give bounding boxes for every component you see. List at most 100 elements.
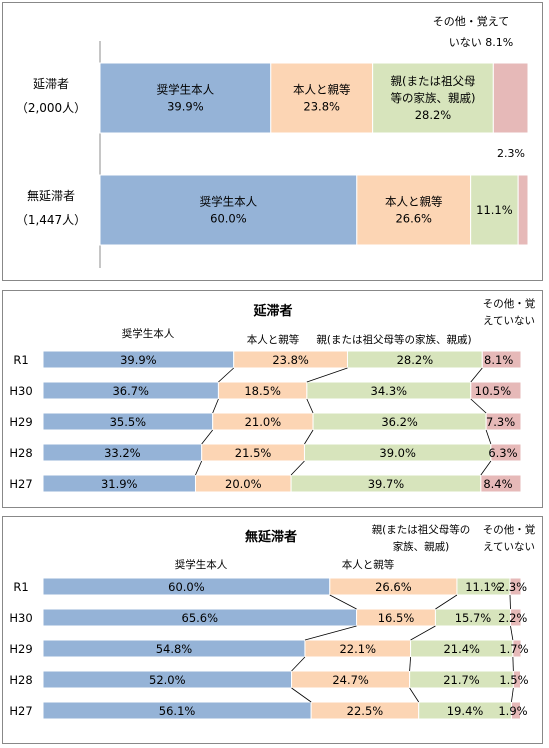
- other-value-label: 2.3%: [497, 147, 525, 160]
- bar-data-label: 11.1%: [476, 203, 513, 217]
- series-connector-line: [409, 656, 411, 672]
- category-count-label: （2,000人）: [16, 101, 86, 115]
- series-connector-line: [511, 687, 514, 703]
- year-label: H30: [9, 384, 32, 398]
- bar-segment-other: [517, 174, 529, 246]
- bar-data-label: 親(または祖父母: [390, 74, 475, 88]
- bar-data-label: 6.3%: [488, 446, 517, 460]
- bar-data-label: 11.1%: [465, 580, 502, 594]
- year-label: H28: [9, 673, 32, 687]
- series-label-other: えていない: [483, 541, 535, 553]
- bar-data-label: 1.5%: [499, 673, 528, 687]
- series-connector-line: [218, 367, 234, 383]
- bar-data-label: 本人と親等: [385, 195, 443, 209]
- bar-data-label: 21.7%: [443, 673, 480, 687]
- series-connector-line: [291, 687, 312, 703]
- bar-data-label: 1.9%: [498, 704, 527, 718]
- series-label-self: 奨学生本人: [122, 327, 175, 340]
- series-connector-line: [470, 398, 487, 414]
- other-label: いない 8.1%: [449, 36, 513, 49]
- series-connector-line: [470, 367, 483, 383]
- bar-data-label: 16.5%: [378, 611, 415, 625]
- series-connector-line: [201, 429, 214, 445]
- bar-data-label: 18.5%: [244, 384, 281, 398]
- bar-segment-other: [512, 639, 522, 658]
- bar-data-label: 23.8%: [272, 353, 309, 367]
- year-label: H28: [9, 446, 32, 460]
- bar-segment-other: [481, 350, 522, 369]
- series-connector-line: [306, 367, 348, 383]
- bar-segment-other: [509, 577, 522, 596]
- bar-data-label: 8.4%: [483, 477, 512, 491]
- series-connector-line: [212, 398, 219, 414]
- bar-data-label: 22.5%: [347, 704, 384, 718]
- series-connector-line: [435, 594, 458, 610]
- bar-data-label: 39.0%: [379, 446, 416, 460]
- series-connector-line: [304, 625, 357, 641]
- bar-segment-other: [470, 381, 522, 400]
- year-label: R1: [13, 580, 28, 594]
- series-connector-line: [290, 460, 305, 476]
- series-connector-line: [306, 398, 314, 414]
- chart-panel-non-delinquent: 無延滞者 奨学生本人 本人と親等 親(または祖父母等の 家族、親戚) その他・覚 えていない…: [2, 516, 543, 744]
- series-label-other: その他・覚: [483, 297, 536, 310]
- bar-data-label: 36.7%: [112, 384, 149, 398]
- series-connector-line: [409, 687, 420, 703]
- bar-data-label: 1.7%: [499, 642, 528, 656]
- category-count-label: （1,447人）: [16, 213, 86, 227]
- bar-data-label: 21.0%: [245, 415, 282, 429]
- bar-data-label: 10.5%: [475, 384, 512, 398]
- series-label-other: その他・覚: [483, 523, 536, 536]
- bar-segment-parents: [470, 174, 519, 246]
- bar-segment-other: [510, 701, 522, 720]
- bar-segment-parents: [372, 62, 494, 134]
- series-label-self-and-parents: 本人と親等: [342, 558, 395, 571]
- bar-data-label: 60.0%: [168, 580, 205, 594]
- chart-panel-delinquent: 延滞者 奨学生本人 本人と親等 親(または祖父母等の家族、親戚) その他・覚 えていない R…: [2, 290, 543, 508]
- year-label: H29: [9, 642, 32, 656]
- series-connector-line: [485, 429, 492, 445]
- bar-data-label: 23.8%: [303, 100, 340, 114]
- other-label: その他・覚えて: [433, 15, 509, 28]
- bar-data-label: 21.5%: [235, 446, 272, 460]
- year-label: H30: [9, 611, 32, 625]
- category-label: 延滞者: [33, 77, 69, 91]
- bar-data-label: 奨学生本人: [157, 83, 215, 97]
- bar-data-label: 19.4%: [447, 704, 484, 718]
- series-connector-line: [510, 625, 514, 641]
- bar-data-label: 65.6%: [182, 611, 219, 625]
- series-label-self-and-parents: 本人と親等: [247, 333, 300, 346]
- chart-title: 延滞者: [252, 303, 292, 319]
- bar-data-label: 22.1%: [339, 642, 376, 656]
- bar-data-label: 39.7%: [368, 477, 405, 491]
- series-label-self: 奨学生本人: [175, 558, 228, 571]
- series-connector-line: [304, 429, 314, 445]
- bar-data-label: 本人と親等: [293, 83, 351, 97]
- series-label-parents: 家族、親戚): [393, 540, 450, 553]
- series-connector-line: [480, 460, 492, 476]
- series-label-parents: 親(または祖父母等の家族、親戚): [316, 333, 471, 346]
- year-label: H27: [9, 477, 32, 491]
- bar-data-label: 20.0%: [225, 477, 262, 491]
- bar-segment-other: [512, 670, 522, 689]
- bar-data-label: 34.3%: [371, 384, 408, 398]
- bar-segment-self: [99, 174, 358, 246]
- bar-data-label: 7.3%: [486, 415, 515, 429]
- series-connector-line: [291, 656, 306, 672]
- bar-data-label: 56.1%: [159, 704, 196, 718]
- bar-data-label: 15.7%: [455, 611, 492, 625]
- bar-data-label: 等の家族、親戚): [390, 91, 475, 105]
- bar-data-label: 26.6%: [395, 212, 432, 226]
- year-label: H27: [9, 704, 32, 718]
- bar-data-label: 21.4%: [443, 642, 480, 656]
- bar-data-label: 奨学生本人: [200, 195, 258, 209]
- bar-segment-other: [490, 443, 522, 462]
- bar-data-label: 26.6%: [375, 580, 412, 594]
- bar-data-label: 8.1%: [484, 353, 513, 367]
- bar-segment-other: [485, 412, 522, 431]
- bar-segment-self-and-parents: [356, 174, 472, 246]
- bar-segment-other: [492, 62, 529, 134]
- series-connector-line: [410, 625, 436, 641]
